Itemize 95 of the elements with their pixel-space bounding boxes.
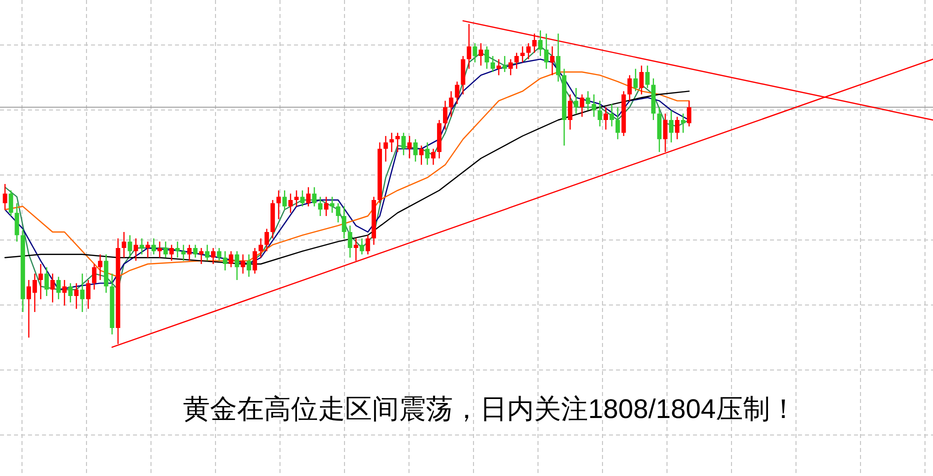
candlestick (252, 247, 258, 274)
candlestick (478, 42, 484, 66)
candlestick (639, 65, 644, 95)
candlestick (425, 142, 430, 166)
candlestick (514, 52, 519, 70)
candlestick (38, 263, 43, 300)
candlestick (336, 202, 340, 223)
candlestick (258, 238, 263, 258)
candlestick (68, 282, 73, 303)
candlestick (193, 244, 198, 258)
candlestick (384, 135, 388, 162)
candlestick (686, 100, 692, 127)
candlestick (389, 132, 394, 153)
candlestick (342, 206, 346, 239)
candlestick (443, 100, 448, 130)
candlestick (318, 196, 322, 217)
candlestick (264, 228, 269, 252)
candlestick (288, 193, 293, 214)
candlestick (496, 58, 501, 76)
candlestick (580, 94, 584, 118)
text: 黄金在高位走区间震荡，日内关注1808/1804压制！ (183, 394, 797, 424)
candlestick (152, 238, 156, 255)
candlestick (508, 58, 513, 76)
candlestick (360, 238, 364, 255)
candlestick (669, 110, 674, 143)
candlestick (592, 94, 596, 118)
candlestick (645, 65, 650, 89)
candlestick (128, 234, 132, 258)
candlestick (146, 241, 150, 258)
candlestick (675, 116, 680, 140)
candlestick (586, 90, 590, 111)
candlestick (282, 190, 287, 210)
candlestick (490, 55, 495, 73)
candlestick (680, 113, 686, 134)
candlestick (181, 244, 186, 262)
candlestick (568, 94, 572, 130)
candlestick (8, 190, 14, 217)
candlestick (205, 244, 210, 262)
candlestick (216, 247, 222, 262)
candlestick (366, 234, 370, 255)
candlestick (610, 103, 614, 127)
candlestick (92, 263, 96, 290)
candlestick (431, 148, 436, 166)
candlestick (211, 247, 216, 265)
candlestick (395, 132, 400, 153)
candlestick (300, 190, 305, 207)
candlestick (86, 279, 90, 310)
candlestick (330, 196, 334, 214)
candlestick (199, 247, 204, 265)
candlestick (157, 241, 162, 258)
candlestick (532, 33, 537, 54)
candlestick (276, 190, 281, 220)
candlestick (122, 231, 126, 258)
candlestick (312, 186, 317, 207)
candlestick (163, 241, 168, 258)
candlestick (2, 183, 8, 210)
candlestick (44, 266, 49, 297)
candlestick (14, 202, 20, 242)
candlestick (663, 113, 668, 153)
candlestick (484, 46, 490, 70)
candlestick (526, 42, 531, 60)
candlestick (74, 282, 79, 310)
candlestick (56, 276, 61, 300)
candlestick (140, 238, 144, 255)
candlestick (222, 250, 228, 271)
candlestick (187, 244, 192, 262)
candlestick (633, 68, 638, 92)
candlestick (598, 100, 602, 127)
candlestick (134, 238, 138, 262)
candlestick (454, 81, 460, 105)
candlestick (627, 74, 632, 102)
candlestick (240, 254, 246, 274)
candlestick (574, 87, 578, 114)
candlestick (604, 106, 608, 130)
candlestick (246, 254, 252, 278)
candlestick (228, 250, 234, 268)
candlestick (556, 33, 560, 82)
candlestick (348, 225, 352, 258)
candlestick (80, 273, 85, 313)
candlestick (616, 106, 620, 140)
candlestick (550, 46, 554, 76)
candlestick (502, 55, 507, 73)
candlestick (419, 145, 424, 166)
candlestick (401, 132, 406, 156)
candlestick (544, 33, 549, 70)
candlestick (324, 196, 328, 217)
candlestick (538, 30, 543, 57)
candlestick (448, 90, 454, 118)
candlestick (62, 279, 67, 306)
candlestick (50, 273, 55, 303)
candlestick (306, 186, 311, 207)
candlestick (169, 244, 174, 262)
candlestick (472, 42, 478, 63)
candlestick (407, 135, 412, 159)
candlestick (98, 254, 102, 281)
